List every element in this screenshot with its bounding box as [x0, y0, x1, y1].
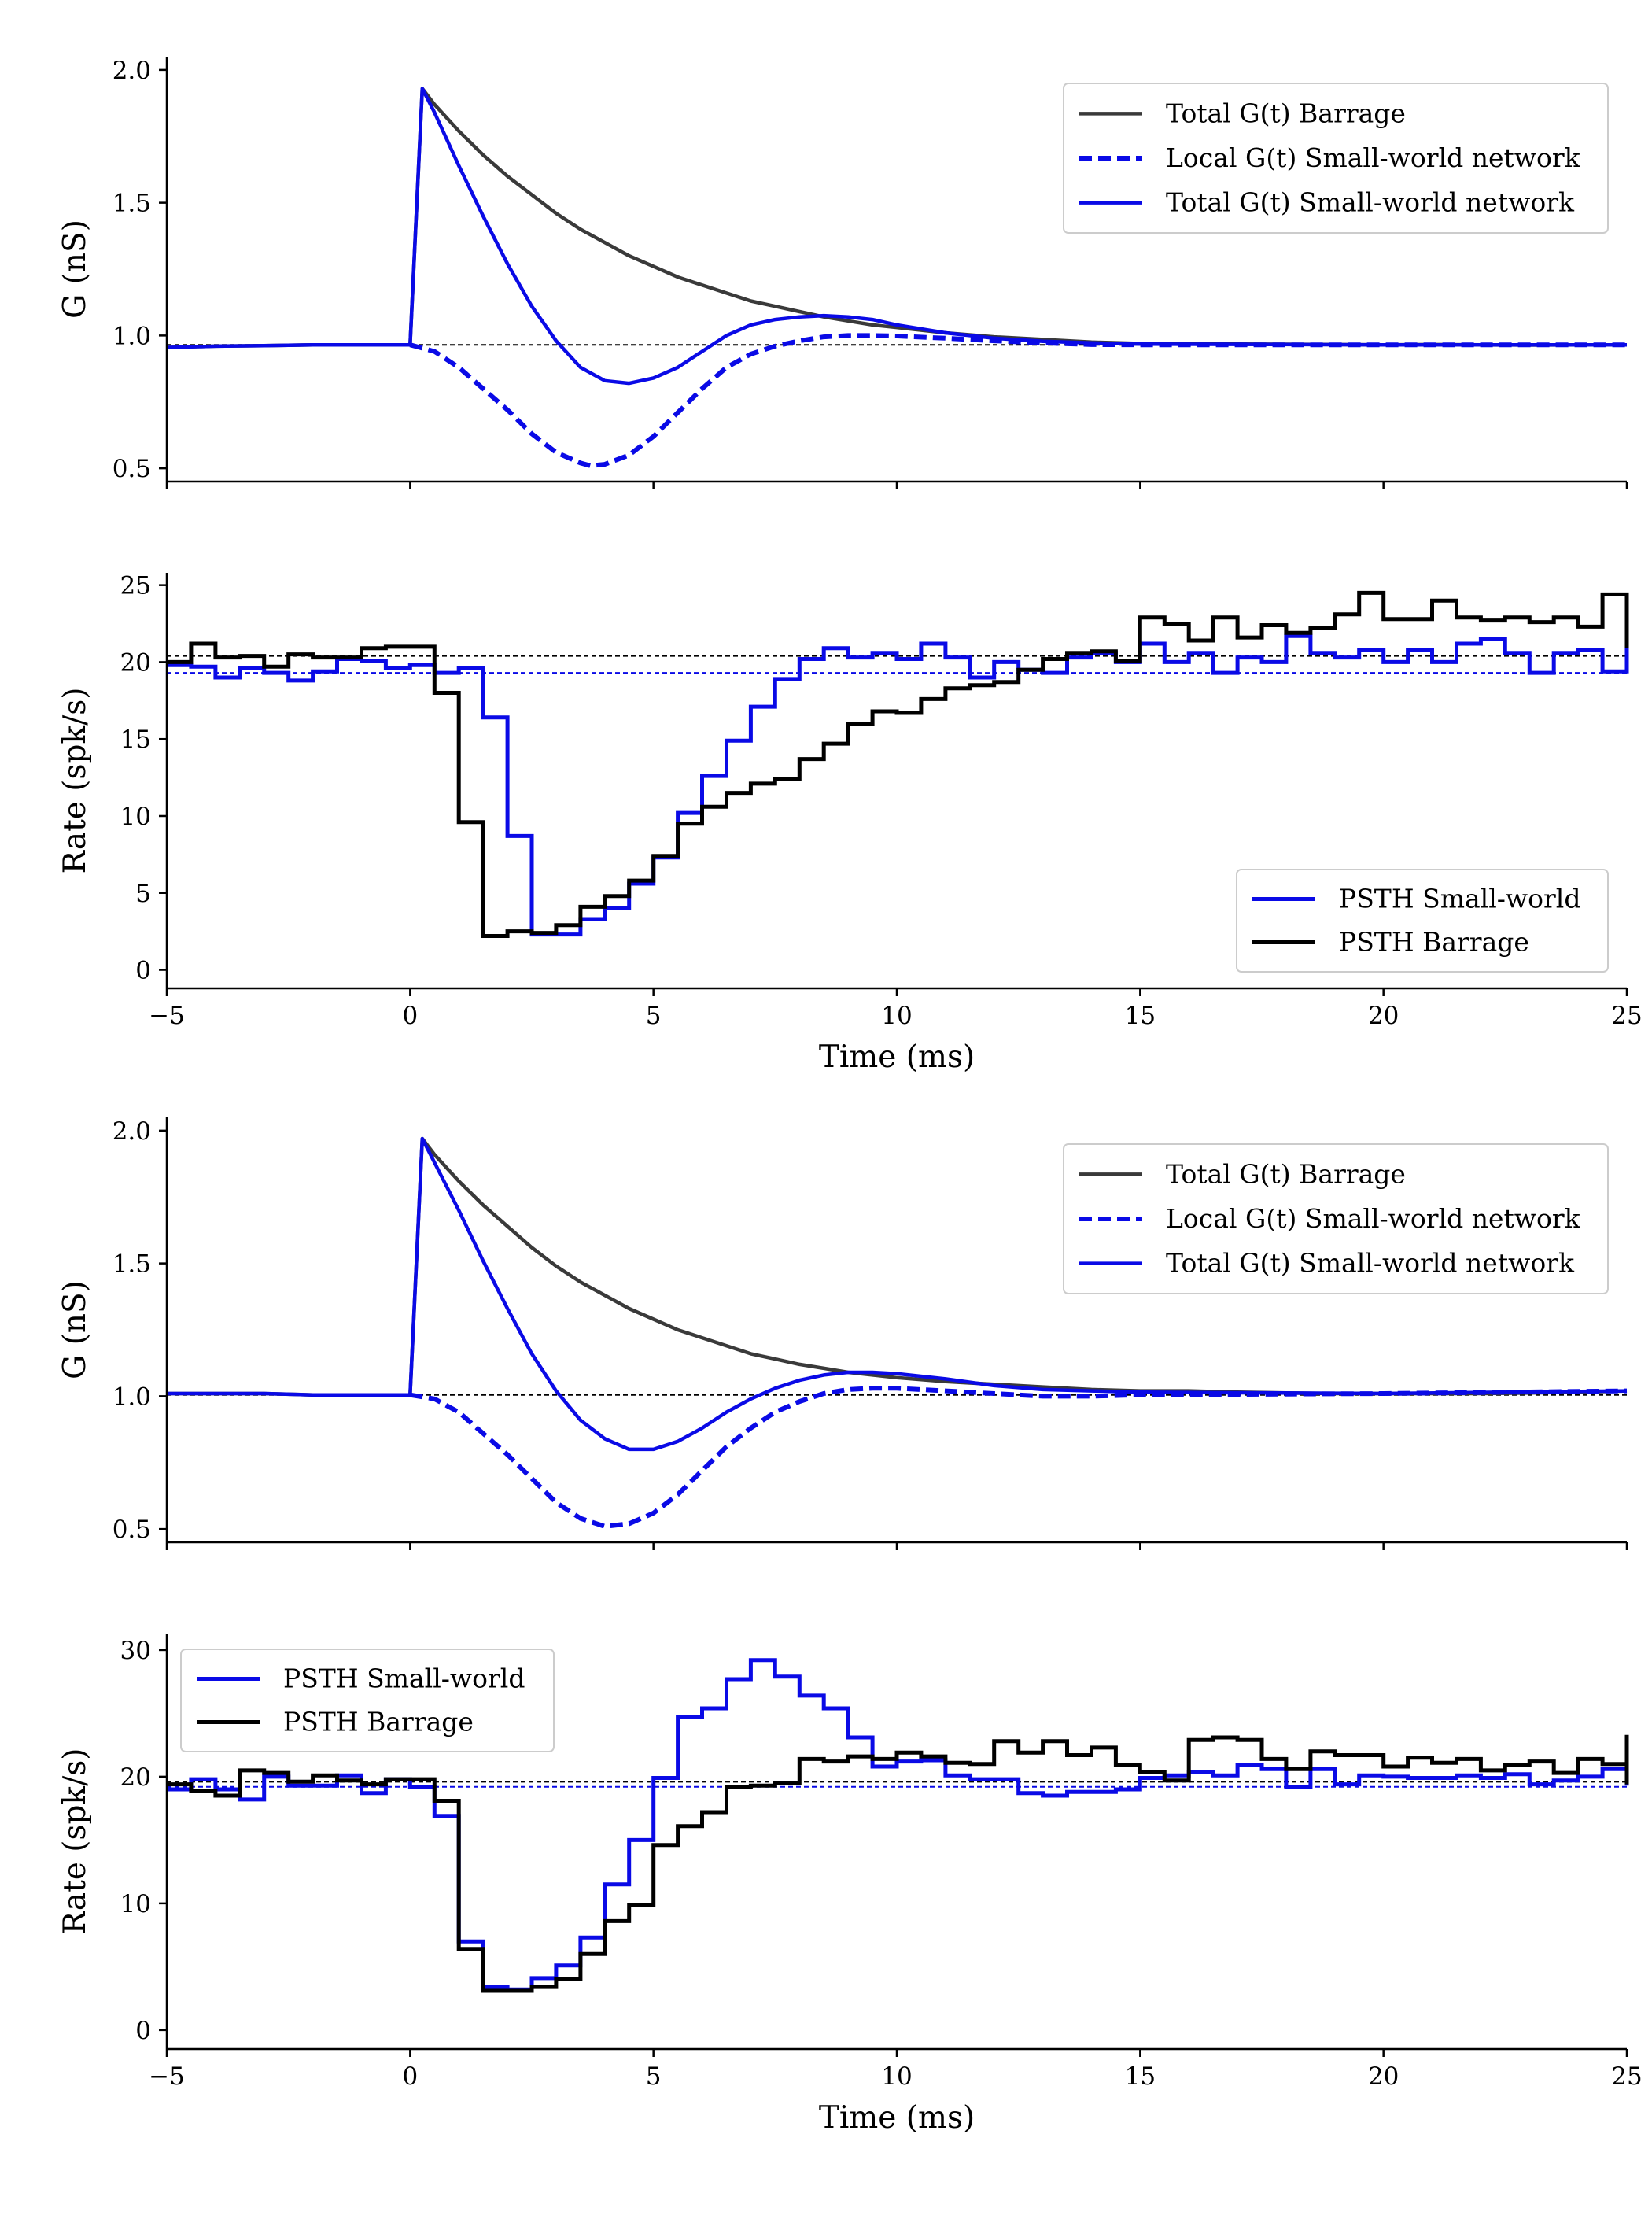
y-tick-label: 1.0: [112, 1383, 151, 1411]
x-tick-label: 5: [646, 2062, 662, 2091]
legend-label: Total G(t) Barrage: [1166, 98, 1406, 128]
x-tick-label: 0: [402, 1002, 418, 1030]
legend: Total G(t) Barrage Local G(t) Small-world…: [1063, 1143, 1609, 1294]
x-tick-label: 15: [1125, 1002, 1156, 1030]
y-tick-label: 5: [135, 880, 151, 908]
y-axis-label: Rate (spk/s): [57, 688, 93, 874]
legend-label: Local G(t) Small-world network: [1166, 142, 1581, 173]
x-tick-label: 5: [646, 1002, 662, 1030]
y-tick-label: 1.5: [112, 1250, 151, 1279]
y-tick-label: 30: [120, 1637, 151, 1665]
x-axis-label: Time (ms): [819, 1039, 975, 1075]
x-tick-label: 20: [1368, 1002, 1399, 1030]
legend-label: Total G(t) Small-world network: [1166, 1248, 1575, 1279]
legend-label: PSTH Small-world: [283, 1663, 525, 1694]
y-axis-label: G (nS): [57, 220, 93, 319]
y-tick-label: 10: [120, 1890, 151, 1918]
x-tick-label: 25: [1611, 2062, 1642, 2091]
legend-label: Local G(t) Small-world network: [1166, 1203, 1581, 1234]
legend-label: PSTH Barrage: [283, 1707, 474, 1737]
legend-label: Total G(t) Barrage: [1166, 1158, 1406, 1189]
series-line-psth-barrage: [167, 1734, 1629, 1993]
y-tick-label: 0.5: [112, 1516, 151, 1544]
y-tick-label: 2.0: [112, 57, 151, 85]
y-tick-label: 0.5: [112, 455, 151, 483]
y-tick-label: 15: [120, 726, 151, 754]
legend: PSTH Small-world PSTH Barrage: [1236, 869, 1609, 973]
legend-label: PSTH Small-world: [1339, 884, 1581, 914]
y-tick-label: 1.0: [112, 322, 151, 350]
legend-label: Total G(t) Small-world network: [1166, 187, 1575, 218]
y-tick-label: 1.5: [112, 190, 151, 218]
y-tick-label: 20: [120, 1763, 151, 1792]
y-tick-label: 2.0: [112, 1117, 151, 1146]
x-tick-label: 0: [402, 2062, 418, 2091]
x-axis-label: Time (ms): [819, 2100, 975, 2136]
x-tick-label: 10: [881, 1002, 912, 1030]
legend-box: [1063, 83, 1609, 234]
x-tick-label: 20: [1368, 2062, 1399, 2091]
series-line-local-g-t-small-world-network: [409, 333, 1627, 468]
y-axis-label: G (nS): [57, 1280, 93, 1379]
y-tick-label: 20: [120, 648, 151, 677]
y-axis-label: Rate (spk/s): [57, 1748, 93, 1935]
legend-box: [180, 1649, 555, 1752]
x-tick-label: 15: [1125, 2062, 1156, 2091]
panel-psth-bottom: 0 10 20 30 −5 0 5 10 15 20 25 Rate (spk/s) Time (ms)…: [57, 1634, 1643, 2136]
panel-psth-top: 0 5 10 15 20 25 −5 0 5 10 15 20 25 Rate (spk/s) Time (…: [57, 572, 1643, 1075]
panel-conductance-bottom: 0.5 1.0 1.5 2.0 G (nS) Total G(t) Barrage Loca…: [57, 1117, 1628, 1550]
y-tick-label: 25: [120, 572, 151, 600]
legend-label: PSTH Barrage: [1339, 927, 1529, 958]
legend-box: [1063, 1143, 1609, 1294]
series-line-total-g-t-small-world-network: [167, 1136, 1628, 1452]
x-tick-label: −5: [149, 2062, 185, 2091]
x-tick-label: 10: [881, 2062, 912, 2091]
legend: PSTH Small-world PSTH Barrage: [180, 1649, 555, 1752]
panel-conductance-top: 0.5 1.0 1.5 2.0 G (nS) Total G(t) Barrage Loca…: [57, 57, 1628, 489]
series-line-local-g-t-small-world-network: [409, 1386, 1628, 1529]
legend: Total G(t) Barrage Local G(t) Small-world…: [1063, 83, 1609, 234]
x-tick-label: 25: [1611, 1002, 1642, 1030]
legend-box: [1236, 869, 1609, 973]
y-tick-label: 0: [135, 2017, 151, 2045]
y-tick-label: 10: [120, 803, 151, 831]
y-tick-label: 0: [135, 957, 151, 985]
x-tick-label: −5: [149, 1002, 185, 1030]
series-line-total-g-t-small-world-network: [166, 87, 1627, 386]
series-line-psth-barrage: [167, 590, 1629, 938]
